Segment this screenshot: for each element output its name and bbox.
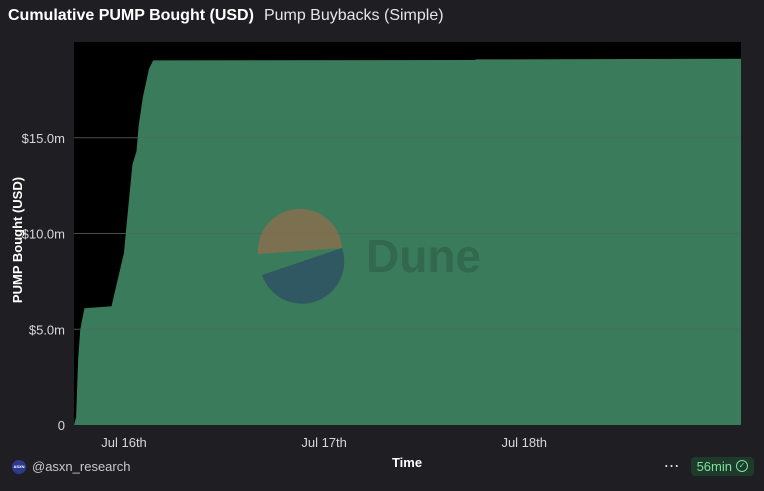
y-tick-label: $5.0m — [29, 322, 65, 337]
plot-right-mask — [741, 40, 764, 427]
author-handle[interactable]: @asxn_research — [32, 459, 131, 474]
y-tick-label: $15.0m — [22, 131, 65, 146]
author-avatar: ASXN — [12, 459, 26, 474]
dune-logo-bottom — [262, 248, 345, 304]
chart-title: Cumulative PUMP Bought (USD) — [8, 7, 254, 24]
more-options-icon[interactable]: ⋯ — [663, 458, 681, 475]
x-axis-label: Time — [392, 455, 422, 470]
dune-watermark-text: Dune — [366, 230, 481, 282]
cumulative-area — [74, 58, 741, 425]
x-tick-label: Jul 17th — [301, 435, 347, 450]
check-circle-icon: ✓ — [736, 460, 748, 472]
runtime-badge: 56min ✓ — [690, 456, 754, 476]
dune-logo-top — [257, 208, 342, 254]
runtime-text: 56min — [696, 458, 732, 474]
y-tick-label: $10.0m — [22, 227, 65, 242]
footer-controls: ⋯ 56min ✓ — [664, 456, 754, 476]
chart-header: Cumulative PUMP Bought (USD) Pump Buybac… — [8, 7, 444, 29]
y-tick-label: 0 — [58, 418, 65, 433]
y-axis-label: PUMP Bought (USD) — [10, 177, 25, 303]
dune-logo-icon — [257, 208, 345, 304]
query-subtitle[interactable]: Pump Buybacks (Simple) — [263, 7, 444, 24]
author-credit[interactable]: ASXN @asxn_research — [12, 459, 130, 474]
x-tick-label: Jul 18th — [501, 435, 547, 450]
x-tick-label: Jul 16th — [101, 435, 147, 450]
